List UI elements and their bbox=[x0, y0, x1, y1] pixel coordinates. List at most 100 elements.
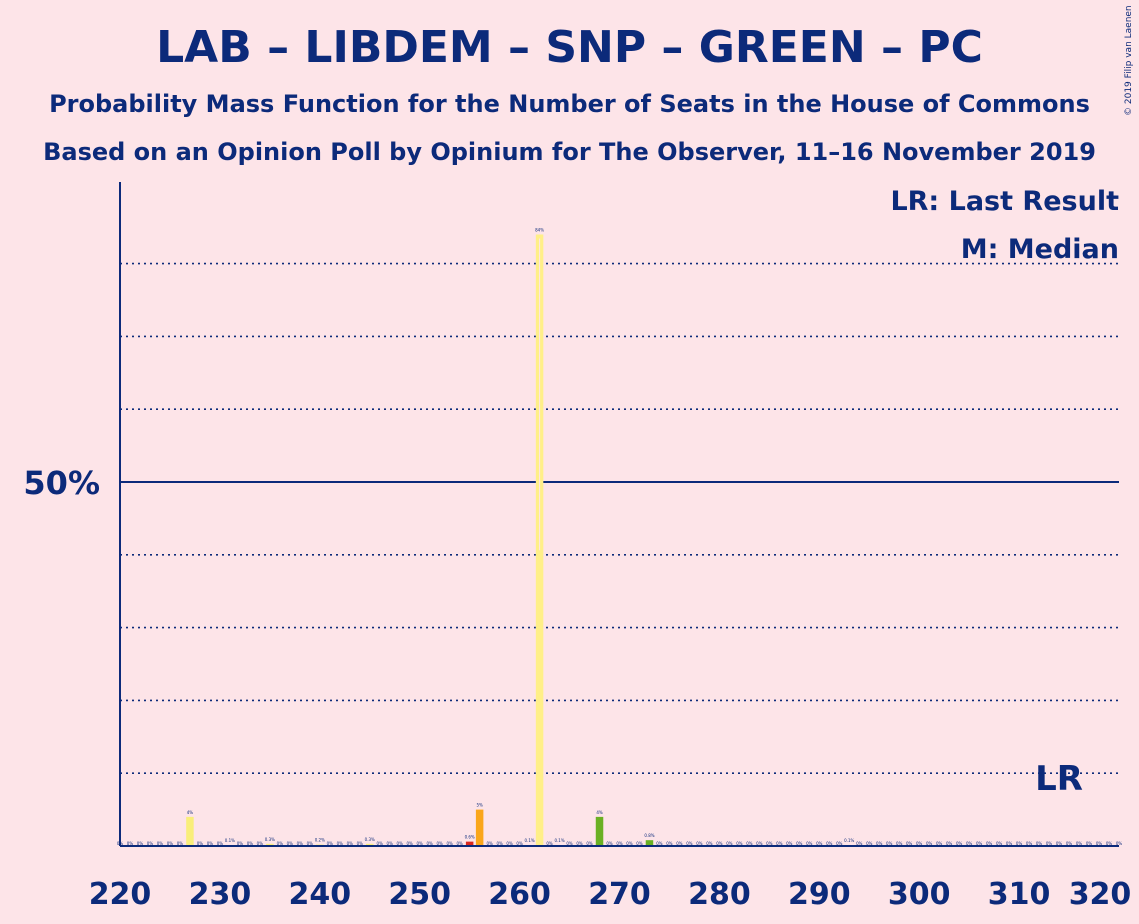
x-tick-250: 250 bbox=[388, 877, 451, 912]
x-tick-240: 240 bbox=[288, 877, 351, 912]
x-tick-220: 220 bbox=[89, 877, 152, 912]
zero-label-254: 0% bbox=[456, 841, 463, 846]
zero-label-258: 0% bbox=[496, 841, 503, 846]
zero-label-277: 0% bbox=[686, 841, 693, 846]
zero-label-224: 0% bbox=[157, 841, 164, 846]
zero-label-281: 0% bbox=[726, 841, 733, 846]
zero-label-316: 0% bbox=[1076, 841, 1083, 846]
zero-label-283: 0% bbox=[746, 841, 753, 846]
zero-label-317: 0% bbox=[1086, 841, 1093, 846]
bar-label-227: 4% bbox=[187, 810, 194, 815]
zero-label-221: 0% bbox=[127, 841, 134, 846]
zero-label-242: 0% bbox=[337, 841, 344, 846]
zero-label-296: 0% bbox=[876, 841, 883, 846]
zero-label-298: 0% bbox=[896, 841, 903, 846]
zero-label-320: 0% bbox=[1116, 841, 1123, 846]
zero-label-251: 0% bbox=[427, 841, 434, 846]
zero-label-289: 0% bbox=[806, 841, 813, 846]
legend-last-result: LR: Last Result bbox=[890, 186, 1119, 217]
zero-label-253: 0% bbox=[446, 841, 453, 846]
bar-value-labels: 4% 0.1% 0.3% 0.2% 0.3% 0.6% 5% 0.1% 84% 0.1% 4% 0.8… bbox=[187, 227, 855, 843]
chart-subtitle-source: Based on an Opinion Poll by Opinium for … bbox=[43, 138, 1096, 166]
zero-label-300: 0% bbox=[916, 841, 923, 846]
bar-label-231: 0.1% bbox=[225, 838, 235, 843]
zero-label-247: 0% bbox=[387, 841, 394, 846]
zero-label-291: 0% bbox=[826, 841, 833, 846]
zero-label-309: 0% bbox=[1006, 841, 1013, 846]
zero-label-305: 0% bbox=[966, 841, 973, 846]
zero-label-244: 0% bbox=[357, 841, 364, 846]
last-result-marker: LR bbox=[1035, 759, 1083, 799]
zero-label-312: 0% bbox=[1036, 841, 1043, 846]
zero-label-303: 0% bbox=[946, 841, 953, 846]
bar-label-268: 4% bbox=[596, 810, 603, 815]
bar-label-261: 0.1% bbox=[525, 838, 535, 843]
zero-label-250: 0% bbox=[417, 841, 424, 846]
gridlines bbox=[120, 262, 1119, 775]
zero-label-274: 0% bbox=[656, 841, 663, 846]
chart-subtitle-method: Probability Mass Function for the Number… bbox=[49, 90, 1090, 118]
zero-label-239: 0% bbox=[307, 841, 314, 846]
zero-label-313: 0% bbox=[1046, 841, 1053, 846]
zero-label-304: 0% bbox=[956, 841, 963, 846]
zero-label-237: 0% bbox=[287, 841, 294, 846]
bar-label-273: 0.8% bbox=[644, 833, 654, 838]
zero-label-236: 0% bbox=[277, 841, 284, 846]
zero-label-278: 0% bbox=[696, 841, 703, 846]
x-tick-310: 310 bbox=[988, 877, 1051, 912]
bar-label-293: 0.1% bbox=[844, 838, 854, 843]
zero-label-260: 0% bbox=[516, 841, 523, 846]
zero-label-314: 0% bbox=[1056, 841, 1063, 846]
zero-label-238: 0% bbox=[297, 841, 304, 846]
zero-label-276: 0% bbox=[676, 841, 683, 846]
zero-label-302: 0% bbox=[936, 841, 943, 846]
zero-label-286: 0% bbox=[776, 841, 783, 846]
zero-label-246: 0% bbox=[377, 841, 384, 846]
zero-label-288: 0% bbox=[796, 841, 803, 846]
zero-label-280: 0% bbox=[716, 841, 723, 846]
zero-label-287: 0% bbox=[786, 841, 793, 846]
zero-label-315: 0% bbox=[1066, 841, 1073, 846]
zero-label-307: 0% bbox=[986, 841, 993, 846]
zero-label-297: 0% bbox=[886, 841, 893, 846]
x-tick-270: 270 bbox=[588, 877, 651, 912]
bar-seat-255 bbox=[465, 841, 474, 846]
zero-label-270: 0% bbox=[616, 841, 623, 846]
zero-label-284: 0% bbox=[756, 841, 763, 846]
zero-label-241: 0% bbox=[327, 841, 334, 846]
zero-label-222: 0% bbox=[137, 841, 144, 846]
zero-label-279: 0% bbox=[706, 841, 713, 846]
zero-label-282: 0% bbox=[736, 841, 743, 846]
zero-label-252: 0% bbox=[437, 841, 444, 846]
bar-label-255: 0.6% bbox=[465, 835, 475, 840]
zero-label-267: 0% bbox=[586, 841, 593, 846]
chart-title: LAB – LIBDEM – SNP – GREEN – PC bbox=[156, 22, 983, 73]
bar-label-240: 0.2% bbox=[315, 838, 325, 843]
zero-label-243: 0% bbox=[347, 841, 354, 846]
zero-label-248: 0% bbox=[397, 841, 404, 846]
x-tick-labels: 220 230 240 250 260 270 280 290 300 310 320 bbox=[89, 877, 1132, 912]
zero-label-318: 0% bbox=[1096, 841, 1103, 846]
bars bbox=[186, 234, 854, 847]
zero-label-249: 0% bbox=[407, 841, 414, 846]
zero-label-232: 0% bbox=[237, 841, 244, 846]
zero-label-294: 0% bbox=[856, 841, 863, 846]
zero-label-310: 0% bbox=[1016, 841, 1023, 846]
bar-seat-227 bbox=[186, 816, 194, 846]
zero-label-223: 0% bbox=[147, 841, 154, 846]
zero-label-230: 0% bbox=[217, 841, 224, 846]
bar-seat-273 bbox=[645, 840, 654, 846]
zero-label-271: 0% bbox=[626, 841, 633, 846]
bar-seat-256 bbox=[475, 809, 484, 846]
zero-label-234: 0% bbox=[257, 841, 264, 846]
zero-label-301: 0% bbox=[926, 841, 933, 846]
zero-label-285: 0% bbox=[766, 841, 773, 846]
legend-median: M: Median bbox=[961, 234, 1119, 265]
bar-label-264: 0.1% bbox=[554, 838, 564, 843]
zero-label-257: 0% bbox=[486, 841, 493, 846]
zero-label-275: 0% bbox=[666, 841, 673, 846]
zero-label-272: 0% bbox=[636, 841, 643, 846]
zero-label-229: 0% bbox=[207, 841, 214, 846]
zero-label-259: 0% bbox=[506, 841, 513, 846]
